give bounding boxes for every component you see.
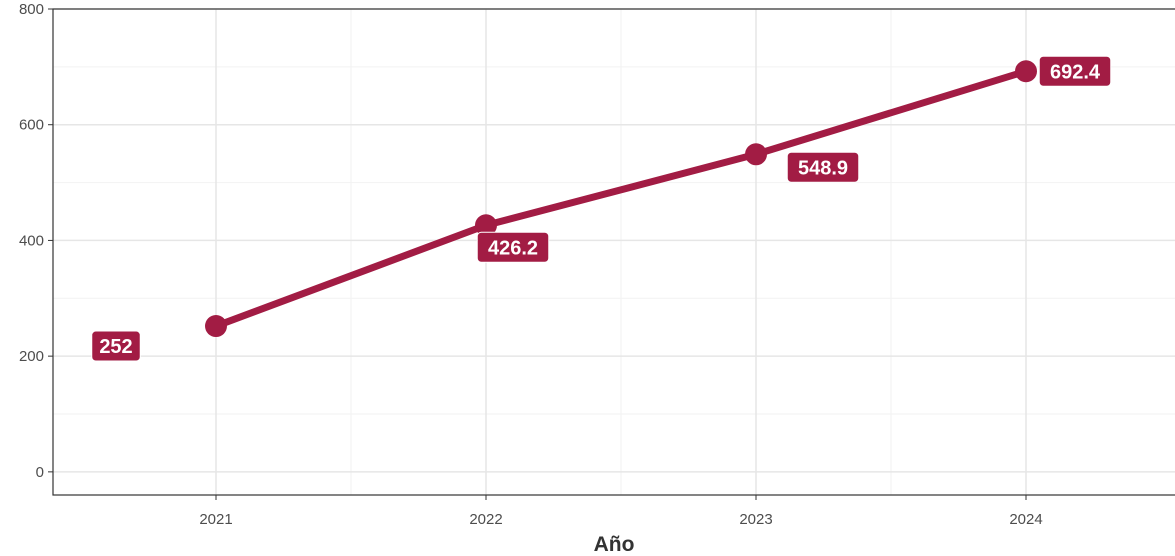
y-tick-label: 200 <box>19 348 44 365</box>
x-tick-label: 2023 <box>739 511 772 528</box>
data-label-box <box>1038 55 1112 87</box>
data-point <box>1015 60 1037 83</box>
series-line <box>212 67 1030 330</box>
data-label: 426.2 <box>488 237 538 259</box>
data-label-layer: 252 426.2 548.9 692.4 <box>91 55 1112 362</box>
data-point <box>205 315 227 338</box>
data-point <box>745 143 767 166</box>
x-tick-label: 2022 <box>469 511 502 528</box>
axis-layer: 0 200 400 600 800 2021 2022 2023 2024 <box>19 1 1043 528</box>
data-label: 692.4 <box>1050 61 1101 83</box>
data-label-box <box>91 330 141 362</box>
y-tick-label: 400 <box>19 232 44 249</box>
series-layer <box>205 60 1037 338</box>
data-label: 548.9 <box>798 157 848 179</box>
grid-layer <box>53 8 1175 495</box>
data-label-box <box>476 231 550 263</box>
x-tick-label: 2024 <box>1009 511 1042 528</box>
x-tick-label: 2021 <box>199 511 232 528</box>
y-tick-label: 600 <box>19 117 44 134</box>
data-point <box>475 214 497 237</box>
y-tick-label: 0 <box>36 464 44 481</box>
x-axis-title: Año <box>594 533 635 556</box>
data-label-box <box>786 151 860 183</box>
data-label: 252 <box>99 336 132 358</box>
y-tick-label: 800 <box>19 1 44 18</box>
panel-border <box>52 8 1175 496</box>
